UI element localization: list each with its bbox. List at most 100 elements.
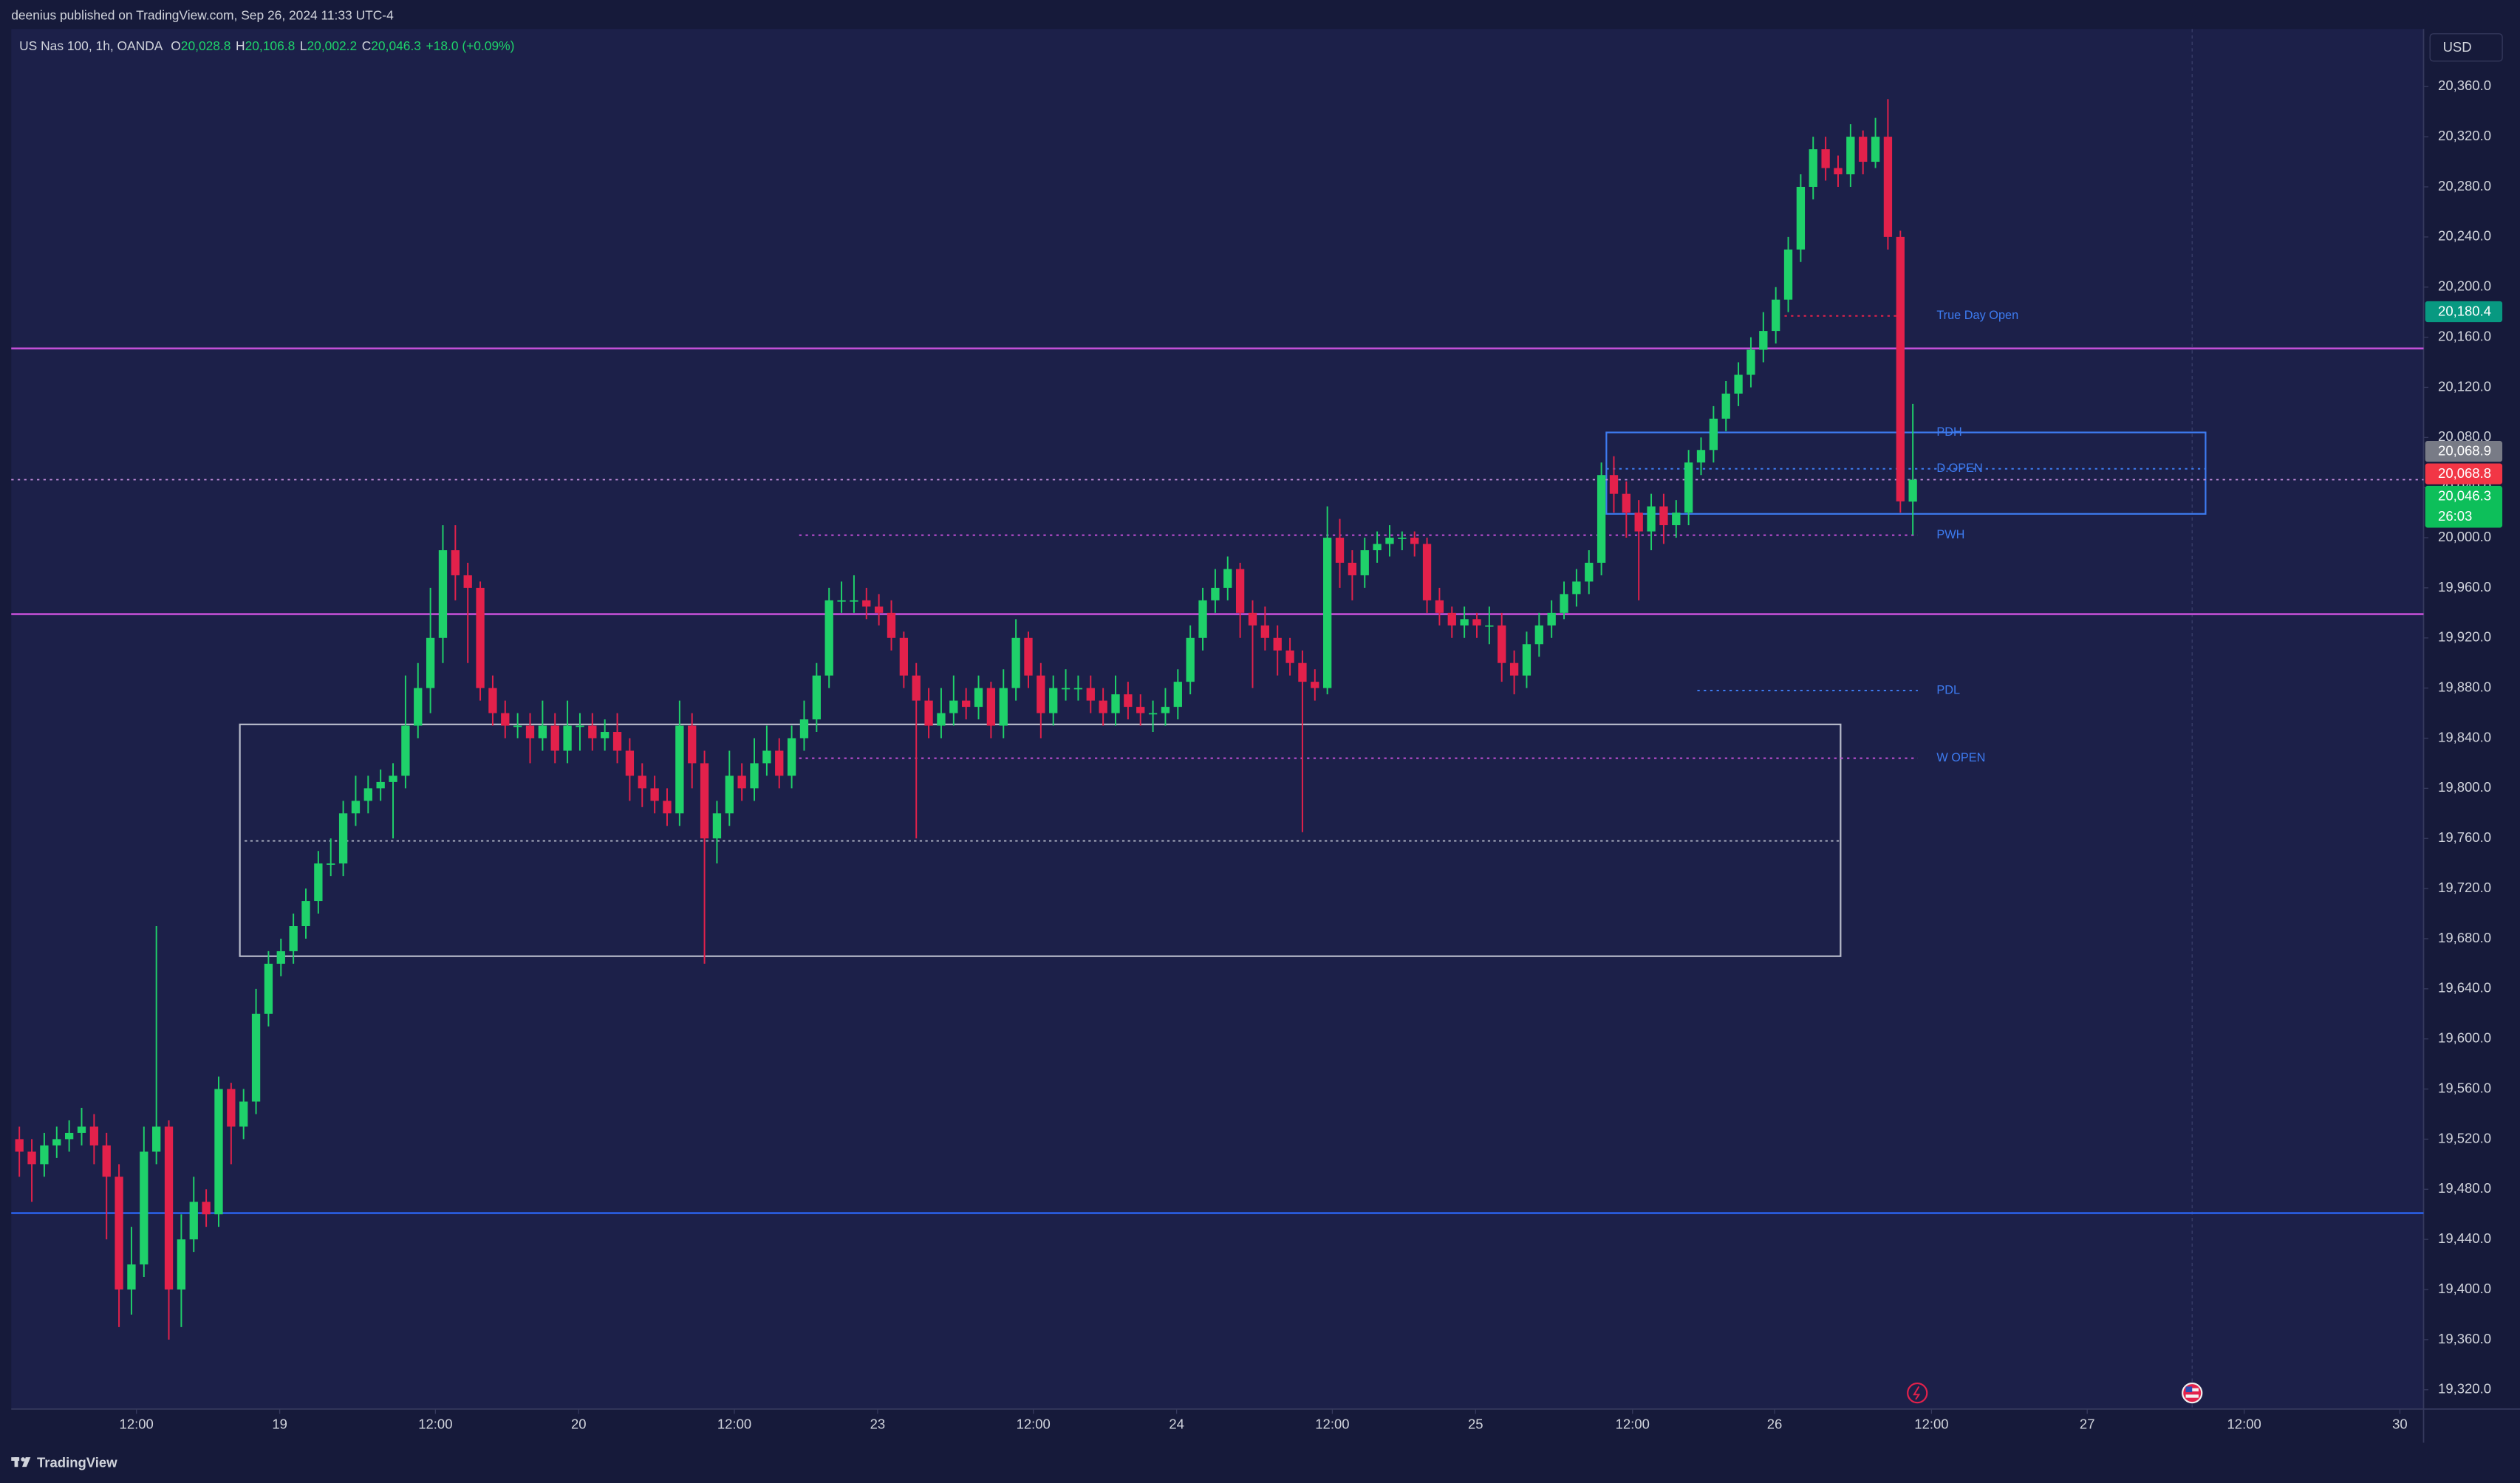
price-tag-label: 20,046.3 bbox=[2438, 488, 2491, 504]
candle-body bbox=[725, 775, 734, 814]
candle-body bbox=[1846, 137, 1855, 175]
y-tick-label: 20,240.0 bbox=[2438, 228, 2491, 244]
candle-body bbox=[949, 700, 958, 713]
candle-body bbox=[1634, 513, 1643, 532]
candle-body bbox=[862, 600, 871, 607]
y-tick-label: 19,400.0 bbox=[2438, 1281, 2491, 1296]
candle-body bbox=[414, 688, 423, 726]
candle-body bbox=[1522, 644, 1532, 676]
candle-body bbox=[1348, 562, 1357, 575]
candle-body bbox=[1435, 600, 1444, 613]
candle-body bbox=[363, 788, 372, 801]
y-tick-label: 19,560.0 bbox=[2438, 1080, 2491, 1095]
y-tick-label: 19,680.0 bbox=[2438, 930, 2491, 945]
candle-body bbox=[140, 1151, 148, 1265]
candle-body bbox=[1597, 475, 1606, 563]
candle-body bbox=[850, 600, 858, 602]
legend-value: 20,002.2 bbox=[307, 38, 357, 53]
candle-body bbox=[401, 725, 410, 776]
candle-body bbox=[1572, 581, 1581, 595]
x-tick-label: 24 bbox=[1169, 1417, 1184, 1432]
y-tick-label: 19,640.0 bbox=[2438, 980, 2491, 996]
candle-body bbox=[1684, 462, 1693, 513]
candle-body bbox=[1273, 637, 1282, 651]
candle-body bbox=[1311, 682, 1319, 688]
candle-body bbox=[1073, 688, 1083, 690]
candle-body bbox=[1783, 249, 1793, 300]
candle-body bbox=[115, 1177, 123, 1290]
candle-body bbox=[1647, 506, 1656, 532]
price-tag bbox=[2425, 485, 2503, 528]
candle-body bbox=[737, 775, 746, 789]
candle-body bbox=[1248, 612, 1257, 626]
y-tick-label: 19,840.0 bbox=[2438, 729, 2491, 744]
candle-body bbox=[276, 951, 285, 964]
change: +18.0 (+0.09%) bbox=[426, 38, 515, 53]
event-icons bbox=[1907, 1382, 2203, 1404]
candle-body bbox=[1323, 538, 1332, 688]
candle-body bbox=[289, 925, 298, 951]
candle-body bbox=[1360, 550, 1369, 575]
x-tick-label: 12:00 bbox=[2227, 1417, 2261, 1432]
candle-body bbox=[102, 1145, 111, 1177]
candle-body bbox=[538, 725, 547, 739]
level-label: PWH bbox=[1936, 528, 1964, 541]
candle-body bbox=[1161, 707, 1170, 713]
candle-body bbox=[351, 801, 361, 814]
candle-body bbox=[750, 763, 759, 789]
candle-body bbox=[675, 725, 684, 814]
candle-body bbox=[1049, 688, 1058, 713]
candle-body bbox=[924, 700, 933, 726]
candle-body bbox=[1410, 538, 1419, 544]
x-tick-label: 12:00 bbox=[1914, 1417, 1948, 1432]
candle-body bbox=[837, 600, 846, 602]
x-tick-label: 19 bbox=[272, 1417, 287, 1432]
candle-body bbox=[601, 732, 609, 739]
candle-body bbox=[1099, 700, 1107, 713]
price-tag-label: 20,180.4 bbox=[2438, 304, 2491, 319]
x-tick-label: 12:00 bbox=[120, 1417, 154, 1432]
candle-body bbox=[962, 700, 971, 708]
candle-body bbox=[1398, 538, 1407, 539]
candle-body bbox=[1373, 544, 1382, 551]
currency[interactable]: USD bbox=[2443, 39, 2472, 55]
y-tick-label: 19,920.0 bbox=[2438, 629, 2491, 645]
legend: US Nas 100, 1h, OANDA O20,028.8 H20,106.8 L… bbox=[19, 38, 514, 53]
candle-body bbox=[1672, 513, 1681, 526]
x-tick-label: 20 bbox=[571, 1417, 587, 1432]
candle-body bbox=[625, 750, 635, 776]
level-label: True Day Open bbox=[1936, 309, 2018, 322]
zone-box bbox=[1605, 431, 2207, 515]
candle-body bbox=[1024, 637, 1033, 676]
candle-body bbox=[189, 1202, 198, 1240]
price-tag-label: 20,068.8 bbox=[2438, 465, 2491, 481]
candle-body bbox=[314, 863, 323, 902]
candle-body bbox=[1772, 299, 1780, 332]
candle-body bbox=[52, 1139, 61, 1145]
candle-body bbox=[164, 1126, 174, 1290]
candle-body bbox=[1659, 506, 1668, 526]
candle-body bbox=[1509, 662, 1519, 676]
candle-body bbox=[1061, 688, 1071, 690]
x-tick-label: 25 bbox=[1468, 1417, 1483, 1432]
candle-body bbox=[899, 637, 909, 676]
candle-body bbox=[550, 725, 559, 751]
x-tick-label: 26 bbox=[1767, 1417, 1783, 1432]
price-tag bbox=[2425, 441, 2503, 462]
currency-box[interactable] bbox=[2429, 33, 2503, 62]
candle-body bbox=[239, 1101, 248, 1127]
candle-body bbox=[812, 675, 821, 720]
candle-body bbox=[525, 725, 535, 739]
x-tick-label: 23 bbox=[870, 1417, 886, 1432]
candle-body bbox=[40, 1145, 49, 1165]
candle-body bbox=[1335, 538, 1345, 563]
y-tick-label: 19,520.0 bbox=[2438, 1130, 2491, 1145]
candle-body bbox=[638, 775, 646, 789]
candle-body bbox=[1173, 682, 1182, 708]
candle-body bbox=[712, 813, 722, 839]
candle-body bbox=[937, 713, 946, 726]
x-tick-label: 27 bbox=[2080, 1417, 2095, 1432]
candle-body bbox=[202, 1202, 211, 1215]
